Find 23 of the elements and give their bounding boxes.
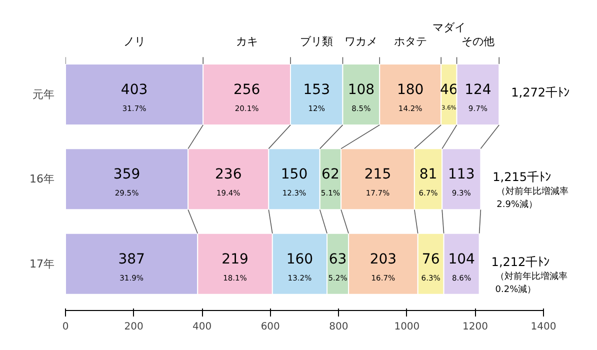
series-label: ノリ — [123, 34, 146, 48]
x-tick-label: 1200 — [462, 322, 488, 332]
y-tick-label: 17年 — [30, 257, 55, 270]
total-label: 1,212千ﾄﾝ — [491, 254, 550, 269]
series-label: カキ — [236, 34, 258, 48]
y-tick-label: 元年 — [32, 88, 54, 101]
series-label: ワカメ — [344, 34, 378, 48]
x-tick-label: 800 — [329, 322, 348, 332]
x-tick-label: 400 — [192, 322, 212, 332]
total-label: 1,215千ﾄﾝ — [492, 170, 552, 184]
y-tick-label: 16年 — [30, 172, 55, 186]
x-tick-label: 600 — [260, 322, 280, 332]
x-tick-label: 200 — [124, 322, 144, 332]
series-label: ホタテ — [394, 34, 427, 48]
total-label: 1,272千ﾄﾝ — [511, 85, 570, 100]
text: マダイ — [432, 20, 466, 34]
x-tick-label: 1000 — [394, 322, 420, 332]
series-label: ブリ類 — [300, 34, 334, 48]
x-tick-label: 1400 — [530, 322, 556, 332]
annotation: （対前年比増減率 0.2%減） — [495, 270, 568, 295]
annotation: （対前年比増減率 2.9%減） — [496, 186, 569, 210]
series-label: その他 — [461, 34, 494, 48]
x-tick-label: 0 — [62, 322, 69, 332]
